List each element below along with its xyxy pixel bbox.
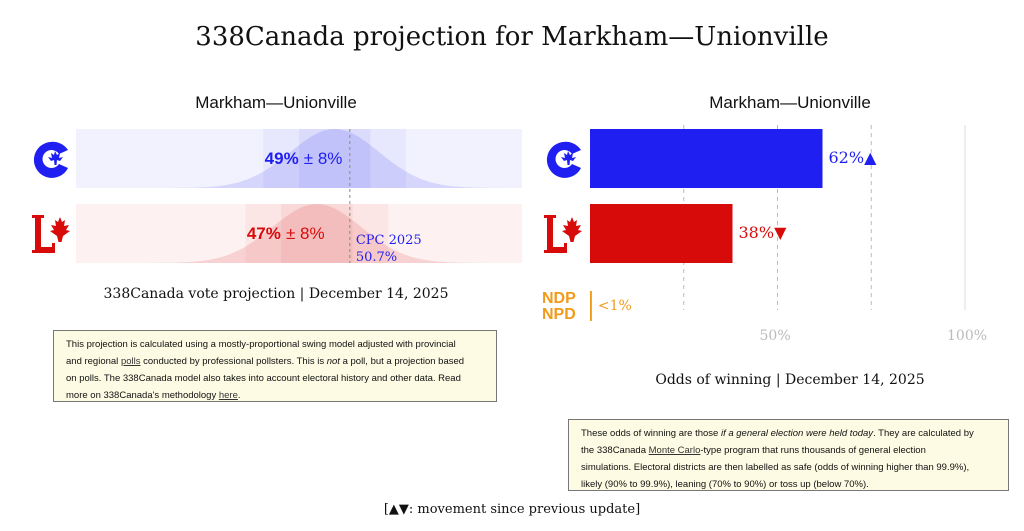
note-line: likely (90% to 99.9%), leaning (70% to 9… <box>581 479 869 490</box>
note-line: These odds of winning are those if a gen… <box>581 428 974 439</box>
page-title: 338Canada projection for Markham—Unionvi… <box>195 22 829 52</box>
odds-chart-title: Markham—Unionville <box>709 93 871 112</box>
reference-party: CPC 2025 <box>355 233 422 248</box>
monte-carlo-link[interactable]: Monte Carlo <box>648 445 701 456</box>
ndp-logo: NDP NPD <box>542 291 576 323</box>
up-arrow-icon: ▲ <box>864 148 877 167</box>
polls-link[interactable]: polls <box>120 356 141 367</box>
ndp-logo-text: NDP <box>542 290 576 307</box>
ndp-odds-bar <box>590 291 592 321</box>
lpc-margin-band <box>245 204 389 263</box>
note-line: more on 338Canada's methodology here. <box>66 390 241 401</box>
tick-label-50: 50% <box>759 328 791 344</box>
cpc-distribution-curve <box>76 129 522 188</box>
note-line: This projection is calculated using a mo… <box>66 339 456 350</box>
cpc-logo <box>543 138 583 182</box>
cpc-projection-track <box>76 129 522 188</box>
cpc-2025-reference-label: CPC 2025 50.7% <box>356 232 422 266</box>
cpc-vote-value: 49% <box>264 149 299 168</box>
lpc-vote-value: 47% <box>246 224 281 243</box>
cpc-inner-band <box>299 129 371 188</box>
vote-methodology-note: This projection is calculated using a mo… <box>53 330 497 402</box>
npd-logo-text: NPD <box>542 306 576 323</box>
cpc-margin-band <box>263 129 407 188</box>
cpc-odds-bar <box>590 129 823 188</box>
ndp-odds-label: <1% <box>598 298 632 314</box>
lpc-vote-label: 47% ± 8% <box>247 224 325 244</box>
movement-legend: [▲▼: movement since previous update] <box>383 502 641 517</box>
cpc-odds-value: 62% <box>828 148 865 167</box>
cpc-vote-label: 49% ± 8% <box>265 149 343 169</box>
cpc-odds-label: 62%▲ <box>829 148 877 167</box>
lpc-projection-track <box>76 204 522 263</box>
note-line: on polls. The 338Canada model also takes… <box>66 373 461 384</box>
note-line: and regional polls conducted by professi… <box>66 356 465 367</box>
methodology-link[interactable]: here <box>218 390 238 401</box>
vote-chart-title: Markham—Unionville <box>195 93 357 112</box>
ndp-odds-value: <1% <box>597 298 632 314</box>
lpc-odds-label: 38%▼ <box>739 223 787 242</box>
lpc-logo <box>542 213 584 255</box>
vote-chart-caption: 338Canada vote projection | December 14,… <box>103 286 449 302</box>
odds-methodology-note: These odds of winning are those if a gen… <box>568 419 1009 491</box>
lpc-logo <box>30 213 72 255</box>
lpc-inner-band <box>281 204 353 263</box>
cpc-logo <box>30 138 70 182</box>
lpc-vote-margin: ± 8% <box>285 224 325 243</box>
cpc-vote-margin: ± 8% <box>303 149 343 168</box>
reference-value: 50.7% <box>355 250 398 265</box>
note-line: simulations. Electoral districts are the… <box>581 462 970 473</box>
odds-chart-caption: Odds of winning | December 14, 2025 <box>655 372 925 388</box>
lpc-distribution-curve <box>76 204 522 263</box>
lpc-odds-value: 38% <box>738 223 775 242</box>
note-line: the 338Canada Monte Carlo-type program t… <box>581 445 926 456</box>
tick-label-100: 100% <box>947 328 988 344</box>
down-arrow-icon: ▼ <box>774 223 787 242</box>
lpc-odds-bar <box>590 204 733 263</box>
